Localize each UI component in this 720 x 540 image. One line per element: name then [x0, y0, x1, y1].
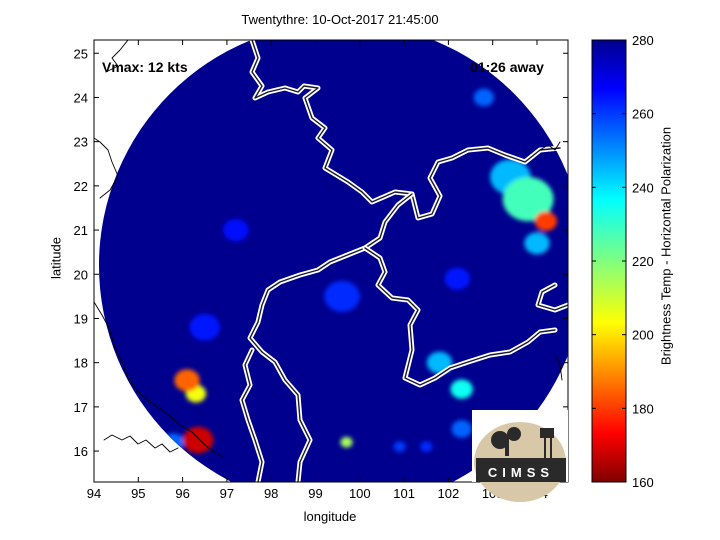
temperature-cell — [324, 280, 360, 312]
x-tick-label: 100 — [349, 486, 371, 501]
colorbar-tick-label: 180 — [632, 401, 654, 416]
x-tick-label: 97 — [220, 486, 234, 501]
y-tick-label: 25 — [74, 46, 88, 61]
logo-text: CIMSS — [488, 465, 554, 480]
x-tick-label: 98 — [264, 486, 278, 501]
temperature-cell — [534, 211, 558, 231]
y-tick-label: 17 — [74, 400, 88, 415]
x-tick-label: 95 — [131, 486, 145, 501]
temperature-cell — [340, 436, 353, 448]
plot-frame — [93, 39, 569, 483]
time-away-label: 01:26 away — [470, 59, 544, 75]
temperature-cell — [473, 88, 494, 107]
temperature-cell — [174, 369, 200, 392]
x-tick-label: 102 — [438, 486, 460, 501]
x-tick-label: 96 — [175, 486, 189, 501]
y-tick-label: 24 — [74, 90, 88, 105]
colorbar-tick-label: 260 — [632, 107, 654, 122]
coastline — [94, 40, 563, 459]
colorbar-tick-label: 240 — [632, 180, 654, 195]
y-tick-label: 19 — [74, 311, 88, 326]
y-tick-label: 21 — [74, 223, 88, 238]
colorbar-ticks: 160 180 200 220 240 260 280 — [592, 33, 654, 490]
temperature-cell — [451, 420, 472, 438]
x-axis-label: longitude — [303, 509, 357, 524]
temperature-cell — [393, 441, 406, 452]
y-tick-label: 16 — [74, 444, 88, 459]
temperature-cell — [450, 379, 473, 399]
temperature-cell — [189, 314, 220, 341]
y-tick-label: 23 — [74, 135, 88, 150]
y-tick-label: 20 — [74, 267, 88, 282]
x-tick-label: 99 — [308, 486, 322, 501]
temperature-cell — [524, 232, 550, 255]
y-axis-ticks: 16 17 18 19 20 21 22 23 24 25 — [74, 46, 568, 459]
cimss-logo: CIMSS — [472, 410, 568, 502]
vmax-label: Vmax: 12 kts — [102, 59, 188, 75]
colorbar-tick-label: 160 — [632, 475, 654, 490]
country-borders — [239, 40, 568, 482]
x-tick-label: 94 — [87, 486, 101, 501]
temperature-cell — [502, 177, 554, 222]
y-tick-label: 22 — [74, 179, 88, 194]
temperature-cell — [444, 267, 470, 290]
temperature-cell — [223, 219, 249, 242]
temperature-cell — [182, 426, 214, 454]
chart-title: Twentythre: 10-Oct-2017 21:45:00 — [241, 12, 439, 27]
colorbar-tick-label: 220 — [632, 254, 654, 269]
colorbar — [591, 39, 627, 483]
x-tick-label: 101 — [393, 486, 415, 501]
temperature-cell — [420, 441, 433, 452]
colorbar-tick-label: 200 — [632, 328, 654, 343]
colorbar-tick-label: 280 — [632, 33, 654, 48]
y-tick-label: 18 — [74, 356, 88, 371]
